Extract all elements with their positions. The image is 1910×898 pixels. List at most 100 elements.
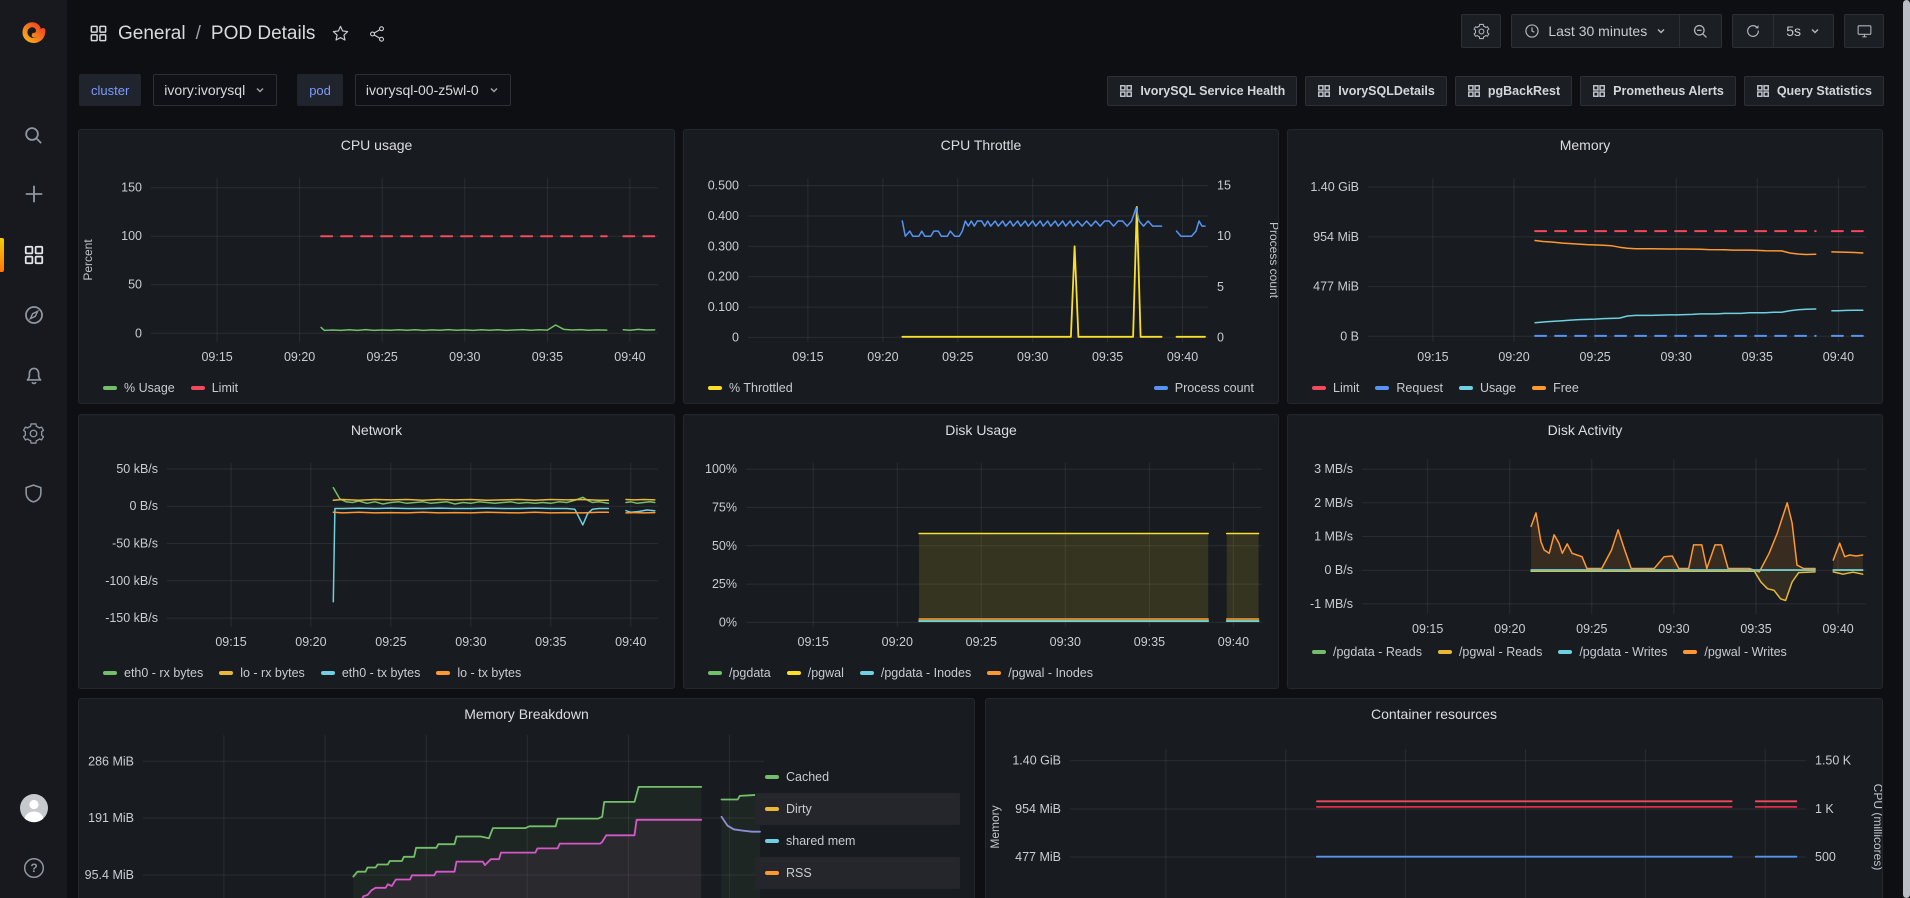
- legend-item[interactable]: /pgdata - Reads: [1312, 645, 1422, 659]
- svg-text:09:30: 09:30: [1658, 622, 1689, 636]
- panel-title[interactable]: CPU usage: [79, 130, 674, 158]
- legend-swatch: [219, 671, 233, 675]
- legend-item[interactable]: shared mem: [755, 825, 960, 857]
- svg-text:09:15: 09:15: [201, 350, 232, 364]
- legend-item[interactable]: % Throttled: [708, 381, 793, 395]
- variable-value-dropdown[interactable]: ivory:ivorysql: [153, 74, 277, 106]
- chart-network[interactable]: 50 kB/s0 B/s-50 kB/s-100 kB/s-150 kB/s09…: [79, 443, 674, 666]
- dashboard-link[interactable]: Query Statistics: [1744, 76, 1884, 106]
- page-header: General / POD Details Last 30 minutes: [67, 0, 1910, 67]
- kiosk-mode-button[interactable]: [1844, 14, 1884, 48]
- chart-container-resources[interactable]: 477 MiB954 MiB1.40 GiB09:1509:2009:2509:…: [986, 727, 1882, 898]
- user-avatar[interactable]: [0, 785, 67, 831]
- server-admin-shield-icon[interactable]: [0, 470, 67, 516]
- dashboard-grid-icon: [1119, 84, 1133, 98]
- legend-item[interactable]: /pgdata - Writes: [1558, 645, 1667, 659]
- legend-item[interactable]: Request: [1375, 381, 1443, 395]
- chart-disk-usage[interactable]: 0%25%50%75%100%09:1509:2009:2509:3009:35…: [684, 443, 1278, 666]
- legend-item[interactable]: /pgwal - Inodes: [987, 666, 1093, 680]
- submenu-row: cluster ivory:ivorysql pod ivorysql-00-z5wl…: [67, 70, 1910, 112]
- panel-title[interactable]: Memory Breakdown: [79, 699, 974, 727]
- legend-item[interactable]: lo - tx bytes: [436, 666, 521, 680]
- panel-disk-usage: Disk Usage0%25%50%75%100%09:1509:2009:25…: [683, 414, 1279, 689]
- alerting-bell-icon[interactable]: [0, 352, 67, 398]
- legend-swatch: [1312, 386, 1326, 390]
- legend-swatch: [1375, 386, 1389, 390]
- star-icon[interactable]: [331, 24, 350, 43]
- panel-title[interactable]: CPU Throttle: [684, 130, 1278, 158]
- legend-item[interactable]: Dirty: [755, 793, 960, 825]
- svg-text:09:15: 09:15: [798, 635, 829, 649]
- refresh-button[interactable]: [1733, 15, 1773, 47]
- svg-text:1 K: 1 K: [1815, 802, 1834, 816]
- legend-item[interactable]: RSS: [755, 857, 960, 889]
- legend-item[interactable]: /pgwal - Reads: [1438, 645, 1542, 659]
- legend-item[interactable]: eth0 - tx bytes: [321, 666, 421, 680]
- svg-text:09:20: 09:20: [1498, 350, 1529, 364]
- search-icon[interactable]: [0, 112, 67, 158]
- grafana-logo[interactable]: [0, 8, 67, 56]
- legend-item[interactable]: Limit: [1312, 381, 1359, 395]
- legend-item[interactable]: Limit: [191, 381, 238, 395]
- svg-text:09:20: 09:20: [867, 350, 898, 364]
- legend-swatch: [1683, 650, 1697, 654]
- legend-item[interactable]: Free: [1532, 381, 1579, 395]
- chart-memory[interactable]: 0 B477 MiB954 MiB1.40 GiB09:1509:2009:25…: [1288, 158, 1882, 381]
- panel-legend: % Usage Limit: [79, 381, 674, 395]
- svg-text:191 MiB: 191 MiB: [88, 811, 134, 825]
- legend-swatch: [765, 871, 779, 875]
- plus-icon[interactable]: [0, 171, 67, 217]
- panel-memory-breakdown: Memory Breakdown95.4 MiB191 MiB286 MiB09…: [78, 698, 975, 898]
- explore-compass-icon[interactable]: [0, 292, 67, 338]
- panel-title[interactable]: Disk Usage: [684, 415, 1278, 443]
- variable-label[interactable]: cluster: [79, 74, 141, 106]
- dashboard-link[interactable]: Prometheus Alerts: [1580, 76, 1736, 106]
- svg-text:09:40: 09:40: [1167, 350, 1198, 364]
- time-range-picker[interactable]: Last 30 minutes: [1512, 15, 1679, 47]
- legend-item[interactable]: % Usage: [103, 381, 175, 395]
- legend-item[interactable]: /pgwal: [787, 666, 844, 680]
- panel-title[interactable]: Disk Activity: [1288, 415, 1882, 443]
- panel-network: Network50 kB/s0 B/s-50 kB/s-100 kB/s-150…: [78, 414, 675, 689]
- help-icon[interactable]: ?: [0, 845, 67, 891]
- svg-text:09:40: 09:40: [615, 635, 646, 649]
- svg-text:?: ?: [30, 861, 37, 875]
- legend-item[interactable]: /pgdata: [708, 666, 771, 680]
- panel-title[interactable]: Container resources: [986, 699, 1882, 727]
- dashboard-link[interactable]: pgBackRest: [1455, 76, 1572, 106]
- refresh-interval-picker[interactable]: 5s: [1773, 15, 1833, 47]
- refresh-group: 5s: [1732, 14, 1834, 48]
- configuration-gear-icon[interactable]: [0, 410, 67, 456]
- dashboard-link[interactable]: IvorySQL Service Health: [1107, 76, 1297, 106]
- svg-text:09:35: 09:35: [1742, 350, 1773, 364]
- legend-item[interactable]: Usage: [1459, 381, 1516, 395]
- svg-text:09:35: 09:35: [1092, 350, 1123, 364]
- panel-title[interactable]: Network: [79, 415, 674, 443]
- dashboards-grid-icon[interactable]: [0, 232, 67, 278]
- panel-title[interactable]: Memory: [1288, 130, 1882, 158]
- legend-item[interactable]: /pgwal - Writes: [1683, 645, 1786, 659]
- share-icon[interactable]: [368, 25, 386, 43]
- legend-item[interactable]: lo - rx bytes: [219, 666, 305, 680]
- chart-cpu-throttle[interactable]: 00.1000.2000.3000.4000.50009:1509:2009:2…: [684, 158, 1278, 381]
- svg-text:50: 50: [128, 278, 142, 292]
- svg-text:09:20: 09:20: [1494, 622, 1525, 636]
- legend-item[interactable]: /pgdata - Inodes: [860, 666, 971, 680]
- chart-cpu-usage[interactable]: 05010015009:1509:2009:2509:3009:3509:40P…: [79, 158, 674, 381]
- legend-item[interactable]: Cached: [755, 761, 960, 793]
- breadcrumb-folder[interactable]: General: [118, 23, 186, 45]
- page-scrollbar[interactable]: [1903, 0, 1910, 898]
- legend-item[interactable]: Process count: [1154, 381, 1254, 395]
- dashboard-settings-button[interactable]: [1461, 14, 1501, 48]
- svg-text:09:35: 09:35: [535, 635, 566, 649]
- zoom-out-button[interactable]: [1679, 15, 1721, 47]
- legend-swatch: [708, 386, 722, 390]
- dashboard-link[interactable]: IvorySQLDetails: [1305, 76, 1447, 106]
- chart-disk-activity[interactable]: -1 MB/s0 B/s1 MB/s2 MB/s3 MB/s09:1509:20…: [1288, 443, 1882, 645]
- breadcrumb-dashboard-title[interactable]: POD Details: [211, 23, 316, 45]
- svg-text:0: 0: [135, 326, 142, 340]
- legend-swatch: [1558, 650, 1572, 654]
- variable-value-dropdown[interactable]: ivorysql-00-z5wl-0: [355, 74, 511, 106]
- variable-label[interactable]: pod: [297, 74, 343, 106]
- legend-item[interactable]: eth0 - rx bytes: [103, 666, 203, 680]
